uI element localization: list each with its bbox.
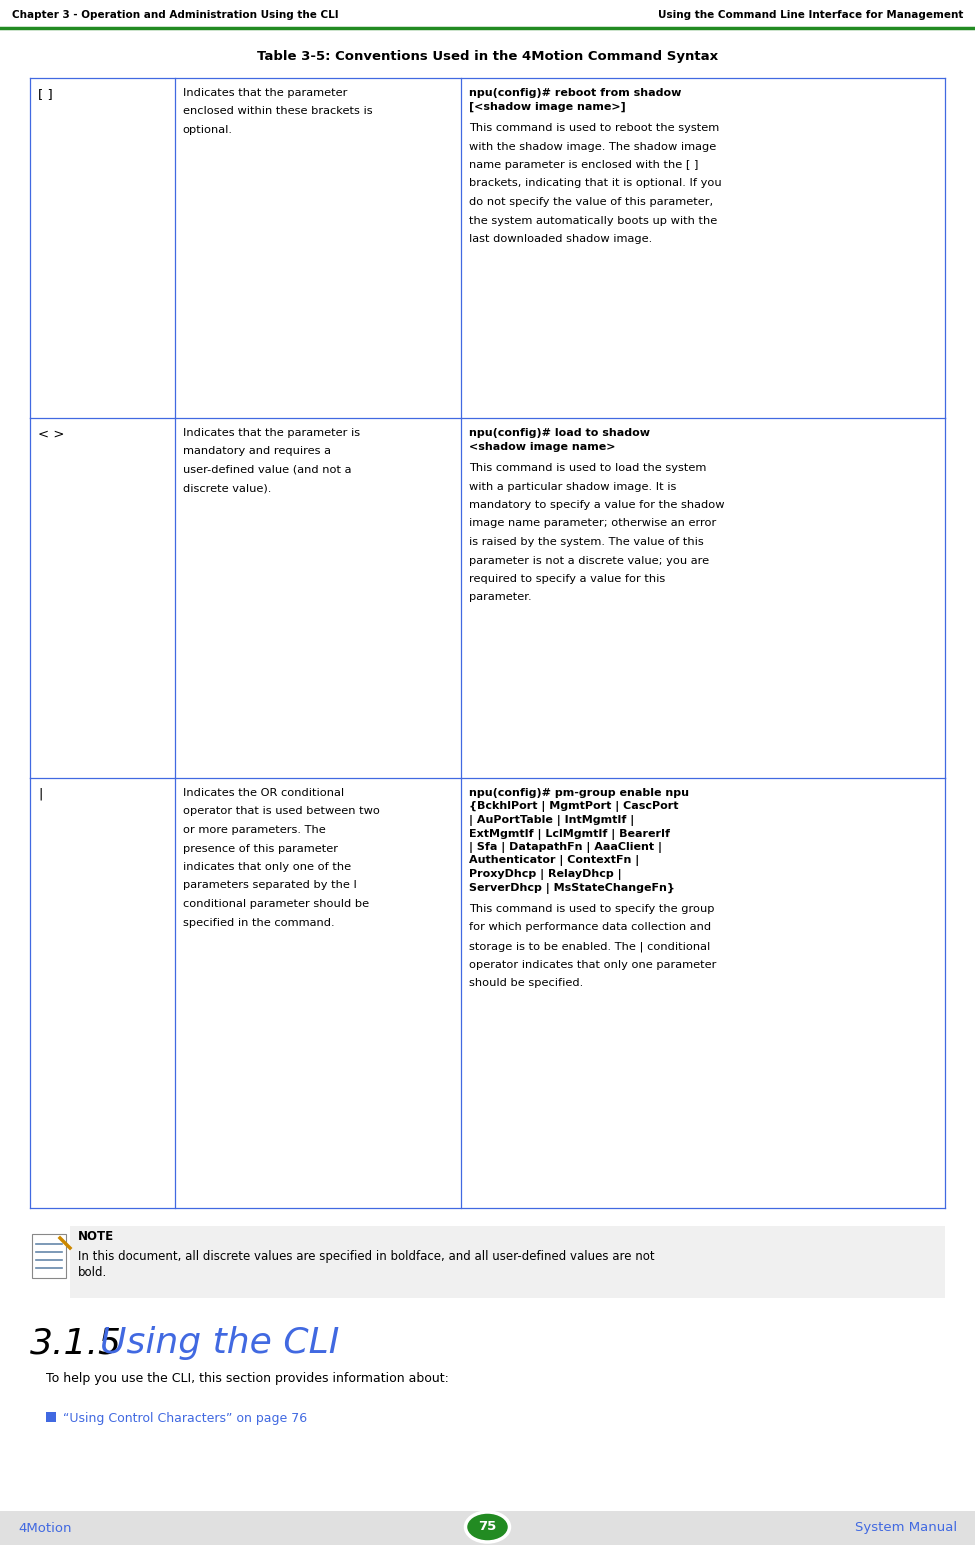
Text: ExtMgmtIf | LclMgmtIf | BearerIf: ExtMgmtIf | LclMgmtIf | BearerIf bbox=[469, 828, 670, 839]
Text: required to specify a value for this: required to specify a value for this bbox=[469, 575, 665, 584]
Text: npu(config)# pm-group enable npu: npu(config)# pm-group enable npu bbox=[469, 788, 689, 799]
Ellipse shape bbox=[465, 1513, 510, 1542]
Bar bbox=[0, 1511, 975, 1545]
Text: do not specify the value of this parameter,: do not specify the value of this paramet… bbox=[469, 198, 713, 207]
Bar bbox=[70, 1227, 945, 1298]
Text: Indicates that the parameter is: Indicates that the parameter is bbox=[182, 428, 360, 437]
Text: or more parameters. The: or more parameters. The bbox=[182, 825, 326, 834]
Text: image name parameter; otherwise an error: image name parameter; otherwise an error bbox=[469, 519, 717, 528]
Text: conditional parameter should be: conditional parameter should be bbox=[182, 899, 369, 908]
Text: System Manual: System Manual bbox=[855, 1522, 957, 1534]
Text: | AuPortTable | IntMgmtIf |: | AuPortTable | IntMgmtIf | bbox=[469, 816, 634, 827]
Text: To help you use the CLI, this section provides information about:: To help you use the CLI, this section pr… bbox=[46, 1372, 448, 1384]
Bar bbox=[30, 77, 945, 419]
Text: should be specified.: should be specified. bbox=[469, 978, 583, 987]
Text: Indicates that the parameter: Indicates that the parameter bbox=[182, 88, 347, 97]
Text: for which performance data collection and: for which performance data collection an… bbox=[469, 922, 711, 933]
Text: [<shadow image name>]: [<shadow image name>] bbox=[469, 102, 626, 111]
Text: “Using Control Characters” on page 76: “Using Control Characters” on page 76 bbox=[63, 1412, 307, 1424]
Text: |: | bbox=[38, 788, 42, 800]
Text: 3.1.5: 3.1.5 bbox=[30, 1326, 122, 1360]
Bar bbox=[32, 1234, 66, 1278]
Text: optional.: optional. bbox=[182, 125, 233, 134]
Text: name parameter is enclosed with the [ ]: name parameter is enclosed with the [ ] bbox=[469, 161, 698, 170]
Text: Using the CLI: Using the CLI bbox=[100, 1326, 339, 1360]
Text: last downloaded shadow image.: last downloaded shadow image. bbox=[469, 233, 652, 244]
Text: storage is to be enabled. The | conditional: storage is to be enabled. The | conditio… bbox=[469, 941, 710, 952]
Text: indicates that only one of the: indicates that only one of the bbox=[182, 862, 351, 871]
Text: Using the Command Line Interface for Management: Using the Command Line Interface for Man… bbox=[657, 9, 963, 20]
Text: mandatory and requires a: mandatory and requires a bbox=[182, 447, 331, 456]
Text: This command is used to reboot the system: This command is used to reboot the syste… bbox=[469, 124, 720, 133]
Text: 4Motion: 4Motion bbox=[18, 1522, 71, 1534]
Text: mandatory to specify a value for the shadow: mandatory to specify a value for the sha… bbox=[469, 501, 724, 510]
Text: This command is used to load the system: This command is used to load the system bbox=[469, 464, 706, 473]
Text: NOTE: NOTE bbox=[78, 1230, 114, 1244]
Text: Indicates the OR conditional: Indicates the OR conditional bbox=[182, 788, 344, 799]
Bar bbox=[30, 419, 945, 779]
Text: Table 3-5: Conventions Used in the 4Motion Command Syntax: Table 3-5: Conventions Used in the 4Moti… bbox=[257, 49, 718, 63]
Text: In this document, all discrete values are specified in boldface, and all user-de: In this document, all discrete values ar… bbox=[78, 1250, 654, 1262]
Text: discrete value).: discrete value). bbox=[182, 484, 271, 493]
Text: parameters separated by the I: parameters separated by the I bbox=[182, 881, 357, 890]
Text: npu(config)# load to shadow: npu(config)# load to shadow bbox=[469, 428, 650, 437]
Text: is raised by the system. The value of this: is raised by the system. The value of th… bbox=[469, 538, 704, 547]
Text: This command is used to specify the group: This command is used to specify the grou… bbox=[469, 904, 715, 915]
Text: <shadow image name>: <shadow image name> bbox=[469, 442, 615, 451]
Text: ProxyDhcp | RelayDhcp |: ProxyDhcp | RelayDhcp | bbox=[469, 868, 622, 881]
Text: operator that is used between two: operator that is used between two bbox=[182, 806, 379, 816]
Text: the system automatically boots up with the: the system automatically boots up with t… bbox=[469, 215, 718, 226]
Bar bbox=[46, 1412, 56, 1421]
Text: presence of this parameter: presence of this parameter bbox=[182, 844, 337, 853]
Text: < >: < > bbox=[38, 428, 64, 440]
Text: enclosed within these brackets is: enclosed within these brackets is bbox=[182, 107, 372, 116]
Text: [ ]: [ ] bbox=[38, 88, 53, 100]
Text: with the shadow image. The shadow image: with the shadow image. The shadow image bbox=[469, 142, 717, 151]
Bar bbox=[70, 1227, 945, 1248]
Text: Chapter 3 - Operation and Administration Using the CLI: Chapter 3 - Operation and Administration… bbox=[12, 9, 338, 20]
Text: user-defined value (and not a: user-defined value (and not a bbox=[182, 465, 351, 474]
Text: parameter is not a discrete value; you are: parameter is not a discrete value; you a… bbox=[469, 556, 709, 565]
Text: ServerDhcp | MsStateChangeFn}: ServerDhcp | MsStateChangeFn} bbox=[469, 882, 675, 893]
Text: npu(config)# reboot from shadow: npu(config)# reboot from shadow bbox=[469, 88, 682, 97]
Text: specified in the command.: specified in the command. bbox=[182, 918, 334, 927]
Text: 75: 75 bbox=[479, 1520, 496, 1534]
Text: Authenticator | ContextFn |: Authenticator | ContextFn | bbox=[469, 856, 640, 867]
Text: brackets, indicating that it is optional. If you: brackets, indicating that it is optional… bbox=[469, 179, 722, 188]
Text: {BckhlPort | MgmtPort | CascPort: {BckhlPort | MgmtPort | CascPort bbox=[469, 802, 679, 813]
Text: with a particular shadow image. It is: with a particular shadow image. It is bbox=[469, 482, 677, 491]
Text: | Sfa | DatapathFn | AaaClient |: | Sfa | DatapathFn | AaaClient | bbox=[469, 842, 662, 853]
Text: bold.: bold. bbox=[78, 1265, 107, 1279]
Text: operator indicates that only one parameter: operator indicates that only one paramet… bbox=[469, 959, 717, 970]
Bar bbox=[30, 779, 945, 1208]
Text: parameter.: parameter. bbox=[469, 592, 531, 603]
